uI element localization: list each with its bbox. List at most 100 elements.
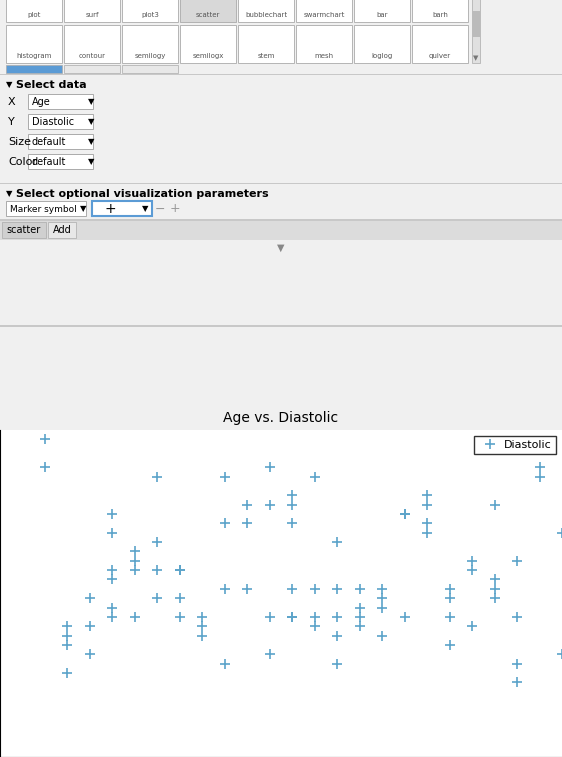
Point xyxy=(333,630,342,642)
Point xyxy=(153,471,162,483)
Point xyxy=(130,555,139,567)
Point xyxy=(355,583,364,595)
Bar xyxy=(64,25,120,63)
Point xyxy=(535,471,544,483)
Bar xyxy=(472,0,480,63)
Point xyxy=(513,611,522,623)
Point xyxy=(108,508,117,520)
Point xyxy=(333,611,342,623)
Point xyxy=(40,461,49,473)
Point xyxy=(468,620,477,632)
Text: ▼: ▼ xyxy=(88,117,94,126)
Point xyxy=(333,583,342,595)
Bar xyxy=(296,0,352,22)
Bar xyxy=(180,25,236,63)
Point xyxy=(423,527,432,539)
Bar xyxy=(64,65,120,73)
Text: X: X xyxy=(8,97,16,107)
Text: ▼: ▼ xyxy=(80,204,87,213)
Point xyxy=(63,630,72,642)
Point xyxy=(445,592,454,604)
Bar xyxy=(412,0,468,22)
Point xyxy=(243,583,252,595)
Point xyxy=(310,583,319,595)
Point xyxy=(108,527,117,539)
Text: bubblechart: bubblechart xyxy=(245,12,287,18)
Bar xyxy=(28,94,93,109)
Text: ▼: ▼ xyxy=(473,55,479,61)
Bar xyxy=(0,220,562,240)
Point xyxy=(175,592,184,604)
Point xyxy=(490,592,499,604)
Bar xyxy=(122,65,178,73)
Point xyxy=(333,536,342,548)
Point xyxy=(445,639,454,651)
Point xyxy=(108,574,117,586)
Text: semilogy: semilogy xyxy=(134,53,166,59)
Point xyxy=(355,602,364,614)
Point xyxy=(108,564,117,576)
Bar xyxy=(48,222,76,238)
Point xyxy=(378,602,387,614)
Bar xyxy=(0,74,562,75)
Text: quiver: quiver xyxy=(429,53,451,59)
Text: ▼: ▼ xyxy=(88,98,94,107)
Point xyxy=(153,592,162,604)
Bar xyxy=(0,220,562,221)
Text: Select data: Select data xyxy=(16,80,87,90)
Bar xyxy=(0,183,562,184)
Bar xyxy=(238,0,294,22)
Legend: Diastolic: Diastolic xyxy=(474,435,556,454)
Point xyxy=(198,630,207,642)
Point xyxy=(153,564,162,576)
Text: loglog: loglog xyxy=(371,53,393,59)
Point xyxy=(288,583,297,595)
Point xyxy=(310,620,319,632)
Point xyxy=(288,611,297,623)
Text: swarmchart: swarmchart xyxy=(303,12,345,18)
Point xyxy=(130,564,139,576)
Text: Color: Color xyxy=(8,157,37,167)
Point xyxy=(355,611,364,623)
Point xyxy=(220,658,229,670)
Point xyxy=(558,527,562,539)
Bar xyxy=(354,25,410,63)
Point xyxy=(535,461,544,473)
Bar xyxy=(92,201,152,216)
Point xyxy=(63,639,72,651)
Bar xyxy=(6,25,62,63)
Point xyxy=(243,499,252,511)
Text: Select optional visualization parameters: Select optional visualization parameters xyxy=(16,189,269,199)
Point xyxy=(63,667,72,679)
Bar xyxy=(28,114,93,129)
Text: Add: Add xyxy=(53,225,71,235)
Text: semilogx: semilogx xyxy=(192,53,224,59)
Point xyxy=(265,499,274,511)
Text: default: default xyxy=(32,137,66,147)
Point xyxy=(400,508,409,520)
Point xyxy=(423,517,432,529)
Point xyxy=(288,499,297,511)
Text: barh: barh xyxy=(432,12,448,18)
Point xyxy=(378,630,387,642)
Text: ▼: ▼ xyxy=(88,157,94,167)
Point xyxy=(175,564,184,576)
Point xyxy=(265,648,274,660)
Point xyxy=(288,517,297,529)
Text: ▼: ▼ xyxy=(277,243,285,253)
Point xyxy=(378,583,387,595)
Point xyxy=(175,564,184,576)
Point xyxy=(85,620,94,632)
Bar xyxy=(2,222,46,238)
Point xyxy=(220,471,229,483)
Text: Y: Y xyxy=(8,117,15,127)
Text: ▼: ▼ xyxy=(6,189,12,198)
Point xyxy=(108,602,117,614)
Point xyxy=(423,499,432,511)
Bar xyxy=(0,219,562,220)
Point xyxy=(445,611,454,623)
Point xyxy=(310,611,319,623)
Point xyxy=(153,536,162,548)
Bar xyxy=(122,0,178,22)
Point xyxy=(198,611,207,623)
